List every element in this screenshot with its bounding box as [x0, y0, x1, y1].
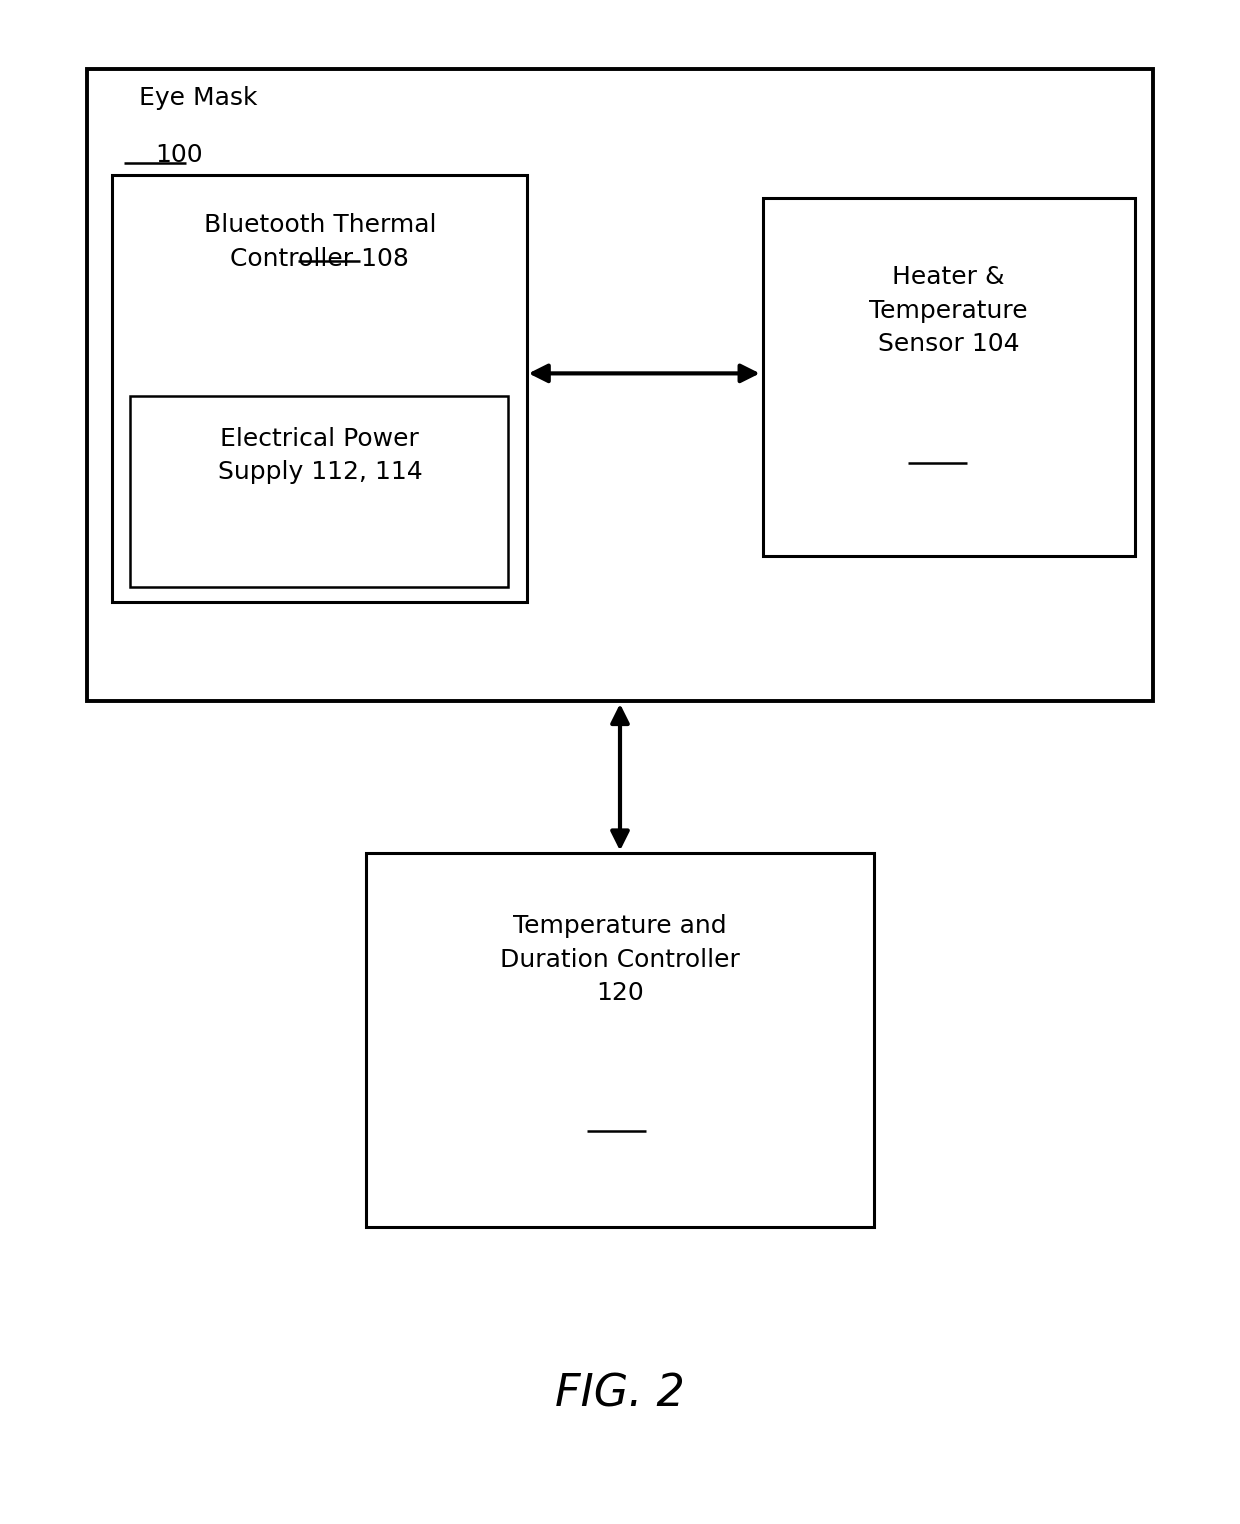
- FancyBboxPatch shape: [87, 69, 1153, 701]
- Text: Electrical Power
Supply 112, 114: Electrical Power Supply 112, 114: [217, 427, 423, 485]
- Text: 100: 100: [155, 143, 202, 168]
- Text: FIG. 2: FIG. 2: [556, 1373, 684, 1416]
- FancyBboxPatch shape: [763, 198, 1135, 556]
- Text: Eye Mask: Eye Mask: [139, 85, 258, 110]
- FancyBboxPatch shape: [130, 396, 508, 587]
- FancyBboxPatch shape: [112, 175, 527, 602]
- FancyBboxPatch shape: [366, 853, 874, 1227]
- Text: Bluetooth Thermal
Controller 108: Bluetooth Thermal Controller 108: [203, 213, 436, 271]
- Text: Heater &
Temperature
Sensor 104: Heater & Temperature Sensor 104: [869, 265, 1028, 357]
- Text: Temperature and
Duration Controller
120: Temperature and Duration Controller 120: [500, 914, 740, 1006]
